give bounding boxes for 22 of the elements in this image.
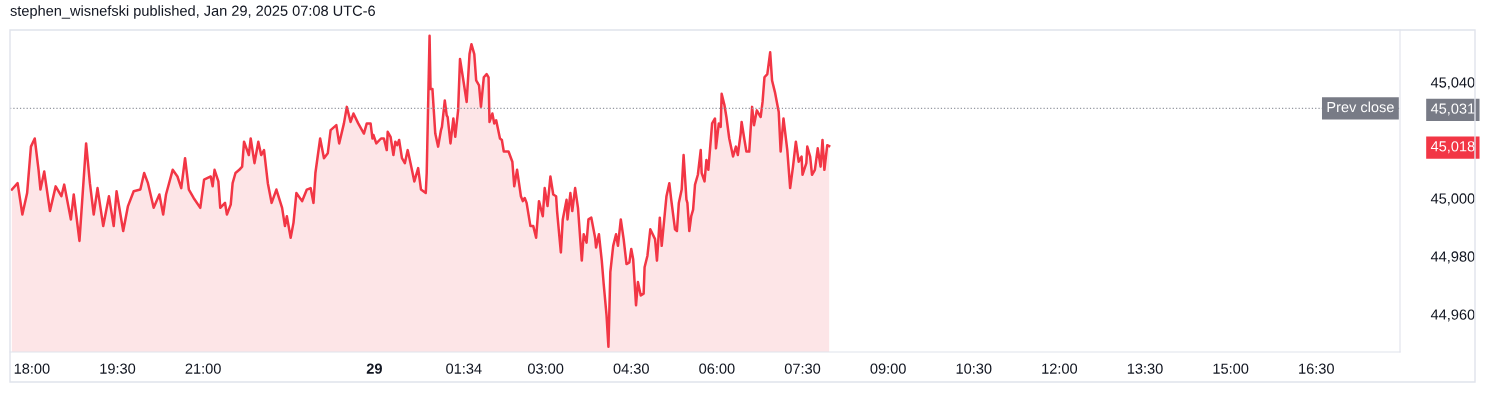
x-tick-label: 03:00 [527, 363, 564, 374]
y-tick-label: 45,031 [1430, 103, 1475, 116]
y-tick-label: 45,000 [1430, 193, 1475, 206]
x-tick-label: 01:34 [446, 363, 482, 374]
y-tick-label: 45,040 [1430, 77, 1475, 90]
y-tick-label: 44,960 [1430, 309, 1475, 322]
chart-title: stephen_wisnefski published, Jan 29, 2025 07:08 UTC-6 [10, 5, 375, 19]
x-tick-label: 29 [366, 363, 382, 374]
x-tick-label: 18:00 [14, 363, 50, 374]
x-tick-label: 16:30 [1299, 363, 1334, 374]
x-tick-label: 13:30 [1127, 363, 1163, 374]
x-tick-label: 19:30 [100, 363, 136, 374]
x-tick-label: 09:00 [870, 363, 906, 374]
x-tick-label: 12:00 [1042, 363, 1078, 374]
x-tick-label: 04:30 [613, 363, 649, 374]
ref-line-label: Prev close [1327, 101, 1394, 113]
x-tick-label: 06:00 [699, 363, 735, 374]
x-tick-label: 07:30 [784, 363, 821, 374]
x-tick-label: 15:00 [1213, 363, 1249, 374]
y-tick-label: 44,980 [1430, 251, 1475, 264]
x-tick-label: 10:30 [956, 363, 992, 374]
x-tick-label: 21:00 [185, 363, 221, 374]
